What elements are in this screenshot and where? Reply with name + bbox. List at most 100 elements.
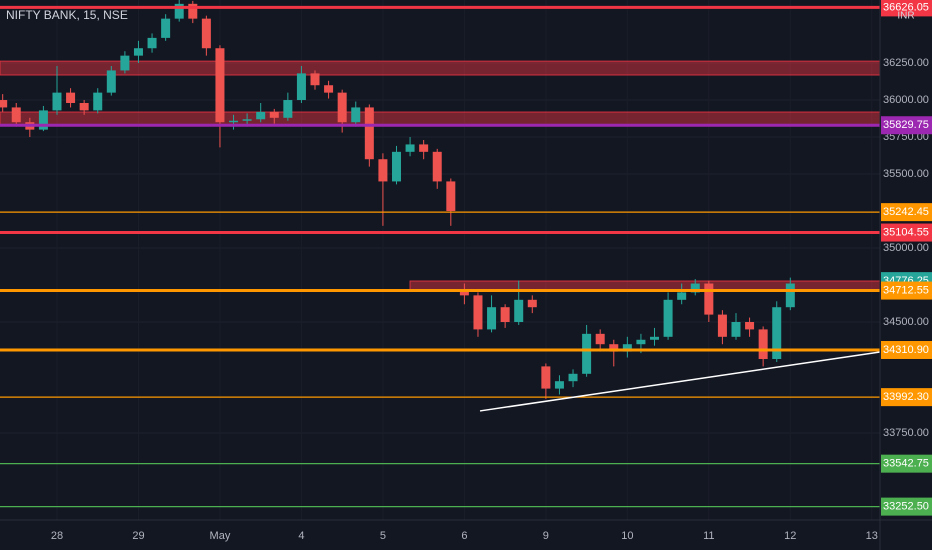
- x-tick-label: 10: [621, 530, 633, 542]
- candle-body: [704, 283, 714, 315]
- candle-body: [93, 92, 103, 111]
- x-tick-label: 11: [703, 530, 714, 542]
- candle-body: [745, 322, 755, 330]
- level-label-box: [881, 454, 932, 473]
- candle-body: [391, 151, 401, 182]
- candle-body: [541, 366, 551, 389]
- x-tick-label: 12: [784, 530, 796, 542]
- candle-body: [52, 92, 62, 111]
- y-tick-label: 33750.00: [883, 427, 929, 439]
- candle-body: [337, 92, 347, 123]
- candle-body: [419, 144, 429, 152]
- level-label: 34712.55: [883, 284, 929, 296]
- candle-body: [364, 107, 374, 160]
- candle-body: [758, 329, 768, 359]
- level-label-box: [881, 281, 932, 300]
- x-tick-label: 9: [543, 530, 549, 542]
- y-tick-label: 34500.00: [883, 316, 929, 328]
- x-tick-label: 29: [132, 530, 144, 542]
- x-tick-label: May: [210, 530, 231, 542]
- candle-body: [324, 85, 334, 93]
- candle-body: [650, 336, 660, 340]
- candle-body: [256, 111, 266, 120]
- level-label-box: [881, 388, 932, 407]
- level-label-box: [881, 0, 932, 17]
- level-label: 35829.75: [883, 119, 929, 131]
- candle-body: [188, 3, 198, 19]
- plot-area: [0, 0, 881, 508]
- level-label-box: [881, 223, 932, 242]
- level-label: 33252.50: [883, 501, 929, 513]
- candle-body: [622, 344, 632, 352]
- zone: [409, 280, 881, 291]
- candle-body: [106, 70, 116, 93]
- axis-layer: 33750.0034500.0035000.0035500.0035750.00…: [51, 0, 932, 542]
- candle-body: [296, 73, 306, 101]
- level-label-box: [881, 203, 932, 222]
- y-tick-label: 36250.00: [883, 57, 929, 69]
- candle-body: [459, 289, 469, 296]
- level-label: 36626.05: [883, 1, 929, 13]
- candle-body: [487, 307, 497, 330]
- candle-body: [201, 18, 211, 49]
- zone: [0, 60, 881, 76]
- candle-body: [663, 299, 673, 337]
- candle-body: [38, 110, 48, 130]
- candle-body: [609, 344, 619, 352]
- candle-body: [582, 333, 592, 374]
- level-label: 33542.75: [883, 458, 929, 470]
- y-tick-label: 35500.00: [883, 168, 929, 180]
- trendline: [479, 351, 881, 412]
- y-tick-label: 35000.00: [883, 242, 929, 254]
- candle-body: [636, 339, 646, 345]
- candle-body: [269, 111, 279, 118]
- candle-body: [147, 37, 157, 49]
- candle-body: [514, 299, 524, 323]
- level-label-box: [881, 116, 932, 135]
- candle-body: [446, 181, 456, 212]
- x-tick-label: 4: [298, 530, 304, 542]
- chart-title: NIFTY BANK, 15, NSE: [6, 8, 128, 22]
- x-tick-label: 13: [866, 530, 878, 542]
- level-label: 34310.90: [883, 344, 929, 356]
- candle-body: [527, 299, 537, 308]
- level-label: 35104.55: [883, 226, 929, 238]
- level-label-box: [881, 340, 932, 359]
- candle-body: [79, 102, 89, 111]
- candle-body: [677, 292, 687, 300]
- candle-body: [500, 307, 510, 323]
- candle-body: [772, 307, 782, 359]
- candle-body: [161, 18, 171, 38]
- candle-body: [215, 48, 225, 123]
- level-label: 35242.45: [883, 206, 929, 218]
- candle-body: [66, 92, 76, 103]
- candle-body: [174, 3, 184, 19]
- candle-body: [568, 373, 578, 382]
- x-tick-label: 5: [380, 530, 386, 542]
- candle-body: [11, 107, 21, 123]
- candle-body: [0, 100, 8, 108]
- candle-body: [351, 107, 361, 123]
- candle-body: [717, 314, 727, 337]
- candle-body: [283, 100, 293, 118]
- candle-body: [473, 295, 483, 330]
- candle-body: [242, 119, 252, 121]
- candle-body: [432, 151, 442, 182]
- candle-body: [378, 159, 388, 182]
- level-label: 33992.30: [883, 391, 929, 403]
- x-tick-label: 6: [461, 530, 467, 542]
- candle-body: [229, 120, 239, 123]
- candle-body: [595, 333, 605, 345]
- candle-body: [554, 381, 564, 389]
- candle-body: [785, 283, 795, 308]
- candle-body: [120, 55, 130, 71]
- x-tick-label: 28: [51, 530, 63, 542]
- candle-body: [405, 144, 415, 152]
- candle-body: [731, 322, 741, 337]
- currency-label: INR: [897, 11, 914, 22]
- candle-body: [690, 283, 700, 293]
- y-tick-label: 36000.00: [883, 94, 929, 106]
- candle-body: [133, 48, 143, 56]
